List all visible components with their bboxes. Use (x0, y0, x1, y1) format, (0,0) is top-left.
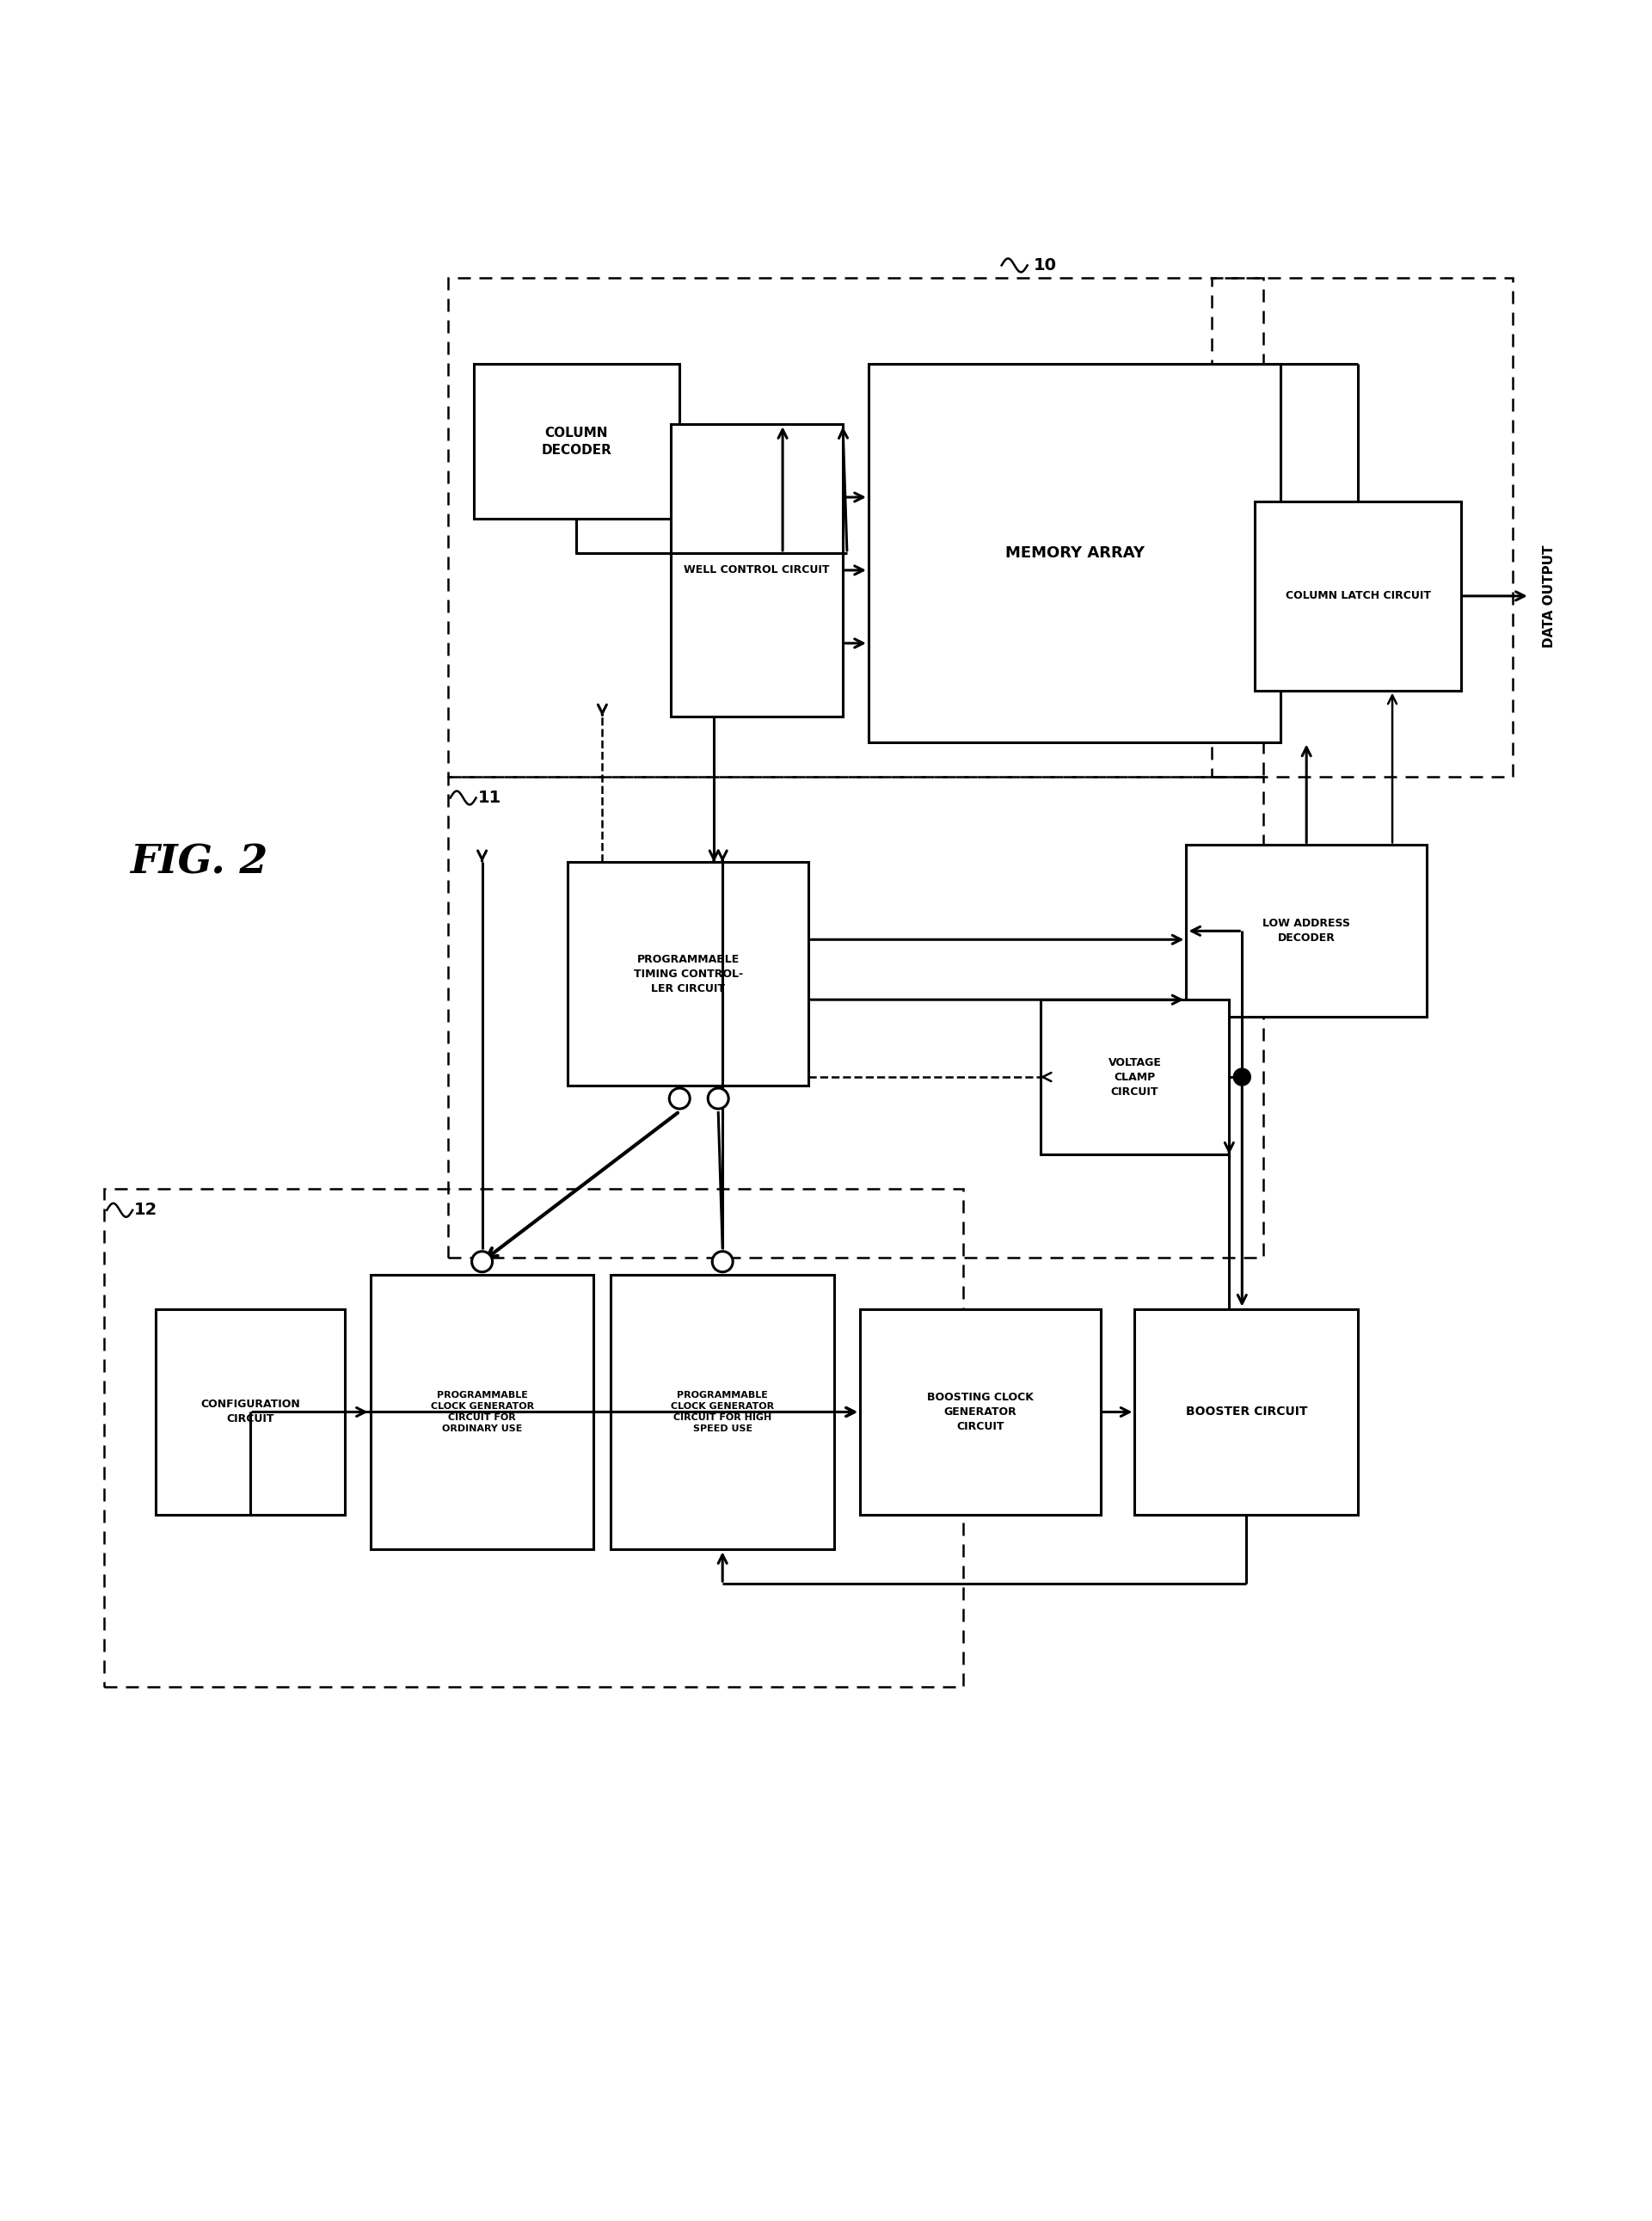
Bar (104, 1188, 963, 1688)
Text: MEMORY ARRAY: MEMORY ARRAY (1004, 546, 1145, 560)
Text: FIG. 2: FIG. 2 (131, 842, 268, 882)
Circle shape (1234, 1068, 1251, 1086)
Bar (370, 1275, 593, 1550)
Bar (1186, 844, 1427, 1017)
Text: PROGRAMMABLE
CLOCK GENERATOR
CIRCUIT FOR
ORDINARY USE: PROGRAMMABLE CLOCK GENERATOR CIRCUIT FOR… (431, 1390, 534, 1433)
Text: VOLTAGE
CLAMP
CIRCUIT: VOLTAGE CLAMP CIRCUIT (1108, 1057, 1161, 1097)
Bar (1213, 278, 1513, 777)
Text: 11: 11 (477, 791, 501, 806)
Bar (568, 862, 808, 1086)
Bar (861, 1308, 1100, 1515)
Bar (671, 424, 843, 715)
Text: COLUMN
DECODER: COLUMN DECODER (542, 426, 611, 455)
Circle shape (669, 1088, 691, 1108)
Bar (1041, 999, 1229, 1155)
Bar (869, 364, 1280, 742)
Bar (448, 278, 1264, 777)
Text: WELL CONTROL CIRCUIT: WELL CONTROL CIRCUIT (684, 564, 829, 575)
Circle shape (709, 1088, 729, 1108)
Circle shape (712, 1250, 733, 1273)
Bar (1256, 502, 1460, 691)
Text: PROGRAMMABLE
CLOCK GENERATOR
CIRCUIT FOR HIGH
SPEED USE: PROGRAMMABLE CLOCK GENERATOR CIRCUIT FOR… (671, 1390, 775, 1433)
Text: LOW ADDRESS
DECODER: LOW ADDRESS DECODER (1262, 917, 1350, 944)
Text: BOOSTER CIRCUIT: BOOSTER CIRCUIT (1186, 1406, 1307, 1417)
Text: COLUMN LATCH CIRCUIT: COLUMN LATCH CIRCUIT (1285, 591, 1431, 602)
Text: PROGRAMMABLE
TIMING CONTROL-
LER CIRCUIT: PROGRAMMABLE TIMING CONTROL- LER CIRCUIT (633, 953, 743, 995)
Bar (448, 777, 1264, 1257)
Text: BOOSTING CLOCK
GENERATOR
CIRCUIT: BOOSTING CLOCK GENERATOR CIRCUIT (927, 1393, 1034, 1433)
Bar (1135, 1308, 1358, 1515)
Bar (155, 1308, 345, 1515)
Bar (611, 1275, 834, 1550)
Bar (474, 364, 679, 520)
Text: CONFIGURATION
CIRCUIT: CONFIGURATION CIRCUIT (200, 1399, 301, 1426)
Text: 12: 12 (134, 1202, 157, 1219)
Text: DATA OUTPUT: DATA OUTPUT (1543, 544, 1556, 646)
Circle shape (472, 1250, 492, 1273)
Text: 10: 10 (1034, 258, 1057, 273)
